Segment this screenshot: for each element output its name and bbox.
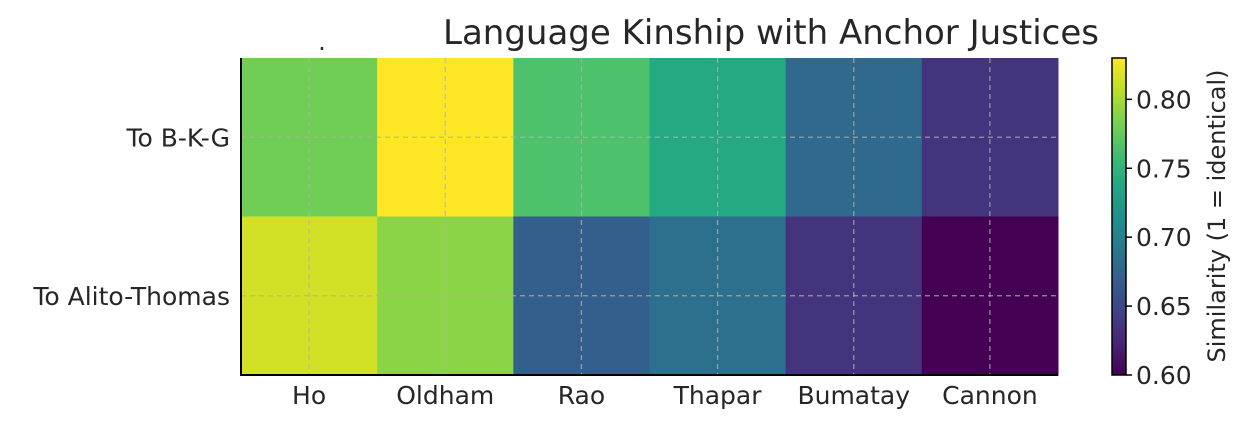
colorbar: 0.60 0.65 0.70 0.75 0.80 bbox=[1111, 57, 1192, 390]
stray-mark: . bbox=[318, 28, 326, 56]
y-tick-label-1: To Alito-Thomas bbox=[32, 282, 230, 311]
x-tick-label-0: Ho bbox=[292, 381, 326, 410]
colorbar-gradient bbox=[1111, 57, 1127, 376]
x-tick-label-4: Bumatay bbox=[797, 381, 910, 410]
y-tick-labels: To B-K-G To Alito-Thomas bbox=[32, 123, 230, 311]
colorbar-tick-label-0: 0.60 bbox=[1136, 361, 1192, 390]
x-tick-label-1: Oldham bbox=[396, 381, 494, 410]
heatmap-cells bbox=[241, 58, 1059, 376]
colorbar-label: Similarity (1 = identical) bbox=[1203, 70, 1231, 363]
colorbar-tick-label-1: 0.65 bbox=[1136, 292, 1192, 321]
x-tick-label-5: Cannon bbox=[942, 381, 1038, 410]
x-tick-label-3: Thapar bbox=[673, 381, 763, 410]
axes bbox=[240, 58, 1058, 376]
colorbar-tick-label-3: 0.75 bbox=[1136, 154, 1192, 183]
colorbar-tick-label-2: 0.70 bbox=[1136, 223, 1192, 252]
x-tick-label-2: Rao bbox=[558, 381, 605, 410]
heatmap-cell-0-1 bbox=[377, 58, 514, 217]
colorbar-tick-label-4: 0.80 bbox=[1136, 85, 1192, 114]
x-tick-labels: Ho Oldham Rao Thapar Bumatay Cannon bbox=[292, 381, 1038, 410]
y-tick-label-0: To B-K-G bbox=[125, 123, 230, 152]
chart-title: Language Kinship with Anchor Justices bbox=[443, 13, 1099, 53]
grid-lines bbox=[241, 58, 1058, 375]
heatmap-cell-0-2 bbox=[513, 58, 650, 217]
